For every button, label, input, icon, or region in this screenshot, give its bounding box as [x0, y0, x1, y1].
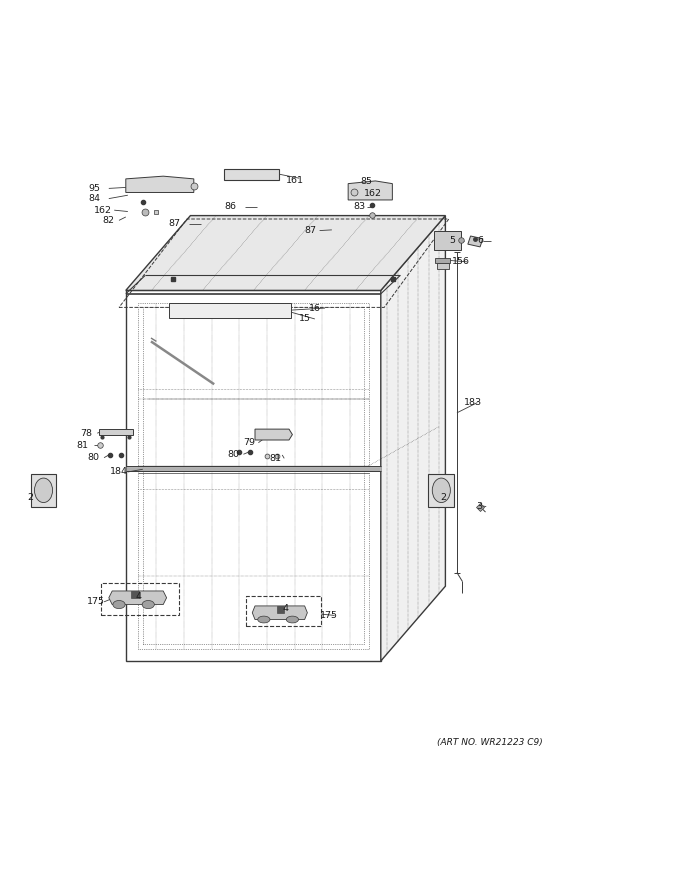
- Polygon shape: [126, 290, 381, 661]
- Polygon shape: [126, 216, 445, 290]
- Ellipse shape: [258, 616, 270, 623]
- Polygon shape: [348, 181, 392, 200]
- Text: 2: 2: [441, 494, 447, 502]
- Text: 81: 81: [76, 441, 88, 450]
- Text: 2: 2: [27, 494, 33, 502]
- Text: 86: 86: [224, 202, 237, 211]
- Ellipse shape: [35, 478, 52, 502]
- Text: 5: 5: [449, 236, 455, 246]
- Text: 3: 3: [476, 502, 482, 511]
- Text: 175: 175: [320, 611, 337, 620]
- Polygon shape: [255, 429, 292, 440]
- Ellipse shape: [286, 616, 299, 623]
- Text: 79: 79: [243, 438, 256, 447]
- Text: 87: 87: [169, 219, 181, 228]
- Text: 4: 4: [282, 605, 288, 613]
- Bar: [277, 606, 284, 612]
- Text: 184: 184: [110, 467, 128, 476]
- Polygon shape: [252, 606, 307, 620]
- Bar: [101, 583, 179, 615]
- Text: 175: 175: [87, 598, 105, 606]
- Bar: [428, 474, 454, 507]
- Bar: [435, 258, 450, 263]
- Bar: [31, 474, 56, 507]
- Text: 15: 15: [299, 314, 311, 324]
- Bar: [169, 303, 291, 318]
- Text: (ART NO. WR21223 C9): (ART NO. WR21223 C9): [437, 738, 543, 747]
- Ellipse shape: [142, 600, 154, 609]
- Text: 84: 84: [88, 194, 101, 203]
- Text: 95: 95: [88, 184, 101, 193]
- Text: 6: 6: [477, 236, 483, 246]
- Bar: [434, 231, 461, 250]
- Text: 156: 156: [452, 257, 470, 267]
- Ellipse shape: [432, 478, 450, 502]
- Text: 87: 87: [305, 226, 317, 235]
- Text: 4: 4: [136, 592, 142, 601]
- Text: 16: 16: [309, 304, 322, 312]
- Ellipse shape: [113, 600, 125, 609]
- Text: 82: 82: [102, 216, 114, 225]
- Text: 162: 162: [94, 206, 112, 215]
- Text: 80: 80: [228, 450, 240, 458]
- Bar: [138, 303, 369, 649]
- Bar: [143, 307, 364, 644]
- Bar: [437, 263, 449, 268]
- Text: 80: 80: [87, 453, 99, 462]
- Text: 162: 162: [364, 189, 381, 198]
- Polygon shape: [109, 591, 167, 605]
- Text: 183: 183: [464, 398, 482, 407]
- Polygon shape: [468, 236, 483, 247]
- Bar: [224, 169, 279, 180]
- Text: 78: 78: [80, 429, 92, 437]
- Polygon shape: [126, 176, 194, 193]
- Text: 85: 85: [360, 177, 373, 186]
- Text: 161: 161: [286, 176, 303, 185]
- Text: 81: 81: [269, 454, 282, 463]
- Polygon shape: [381, 216, 445, 661]
- Bar: [246, 597, 321, 627]
- Text: 83: 83: [354, 202, 366, 211]
- Polygon shape: [99, 429, 133, 435]
- Bar: [131, 591, 139, 598]
